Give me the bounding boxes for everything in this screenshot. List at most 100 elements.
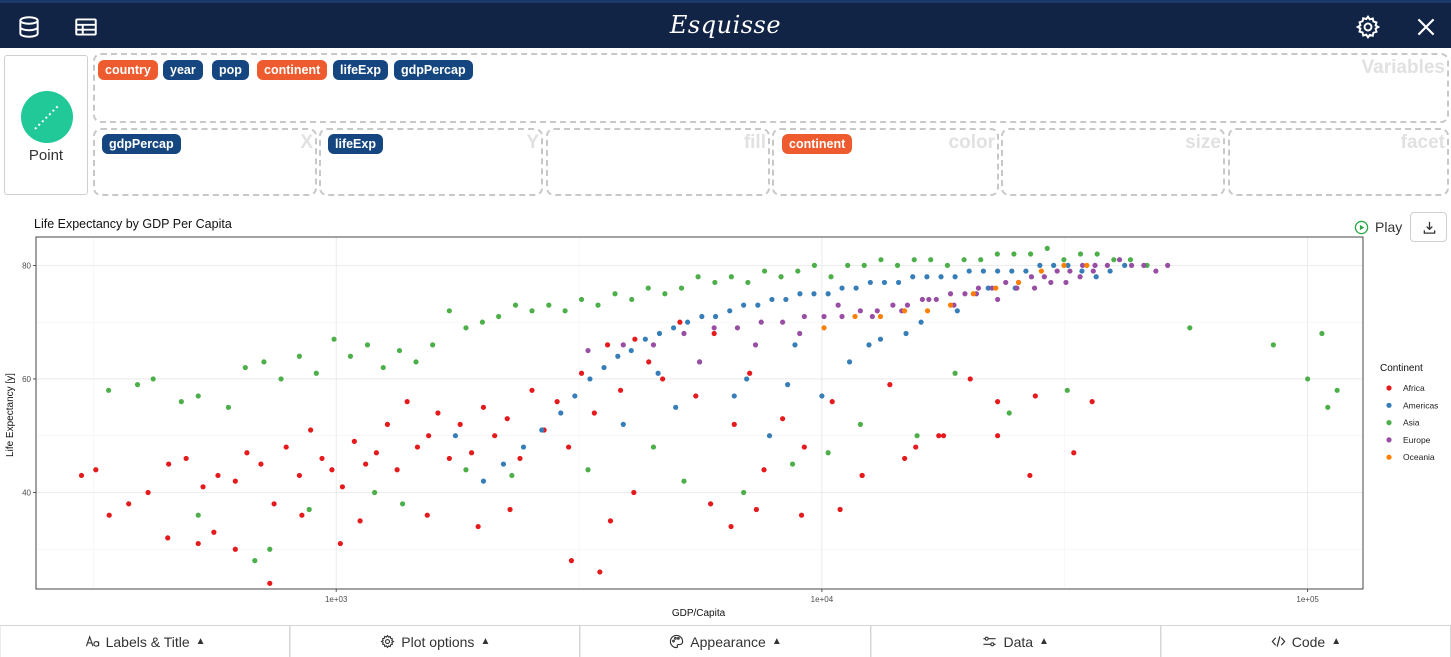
y-axis-title: Life Expectancy [y] <box>5 373 16 457</box>
data-point-asia <box>761 268 768 274</box>
data-point-africa <box>677 319 683 325</box>
color-dropzone[interactable]: color continent <box>772 128 999 196</box>
plot-title: Life Expectancy by GDP Per Capita <box>34 217 232 231</box>
data-point-americas <box>520 444 527 450</box>
data-point-europe <box>734 325 741 331</box>
variables-dropzone[interactable]: Variables country year pop continent lif… <box>93 53 1449 123</box>
size-dropzone[interactable]: size <box>1001 128 1225 196</box>
data-point-africa <box>708 501 714 507</box>
download-button[interactable] <box>1410 212 1447 242</box>
database-icon[interactable] <box>16 14 42 40</box>
data-point-americas <box>1107 268 1113 274</box>
gear-icon[interactable] <box>1355 14 1381 40</box>
data-point-europe <box>797 330 803 337</box>
data-point-americas <box>966 268 972 274</box>
data-point-oceania <box>1015 279 1022 286</box>
data-point-americas <box>881 279 888 286</box>
data-point-africa <box>1089 399 1095 405</box>
y-badge-lifeexp[interactable]: lifeExp <box>328 134 383 154</box>
data-point-europe <box>1003 279 1009 286</box>
data-point-africa <box>106 512 112 518</box>
data-point-asia <box>795 268 801 274</box>
data-point-europe <box>752 342 759 348</box>
data-point-asia <box>952 370 958 376</box>
data-point-oceania <box>1038 268 1044 274</box>
data-point-asia <box>857 421 863 427</box>
fill-dropzone[interactable]: fill <box>546 128 770 196</box>
legend-label-asia: Asia <box>1403 418 1420 428</box>
tab-labels-title[interactable]: Labels & Title ▲ <box>0 626 291 657</box>
data-point-americas <box>1037 262 1043 268</box>
data-point-europe <box>835 302 841 308</box>
variable-badge-pop[interactable]: pop <box>212 60 249 80</box>
data-point-africa <box>1032 393 1038 399</box>
data-point-africa <box>801 444 807 450</box>
data-point-africa <box>468 450 475 456</box>
data-point-africa <box>995 399 1001 405</box>
variable-badge-country[interactable]: country <box>98 60 158 80</box>
data-point-europe <box>947 291 954 297</box>
data-point-africa <box>200 484 206 490</box>
data-point-americas <box>500 461 507 467</box>
x-tick-label: 1e+04 <box>811 595 834 604</box>
data-point-asia <box>313 370 319 376</box>
data-point-asia <box>911 257 917 263</box>
data-point-europe <box>711 325 717 331</box>
data-point-asia <box>306 506 312 513</box>
tab-plot-options[interactable]: Plot options ▲ <box>290 626 581 657</box>
variable-badge-continent[interactable]: continent <box>257 60 328 80</box>
data-point-europe <box>975 285 982 291</box>
data-point-asia <box>778 274 784 280</box>
data-point-americas <box>1051 262 1057 268</box>
x-dropzone[interactable]: X gdpPercap <box>93 128 317 196</box>
color-badge-continent[interactable]: continent <box>782 134 853 154</box>
legend-label-oceania: Oceania <box>1403 452 1435 462</box>
data-point-europe <box>962 291 968 297</box>
data-point-africa <box>597 569 603 575</box>
fill-zone-label: fill <box>743 132 766 153</box>
data-point-europe <box>1104 262 1110 268</box>
variable-badge-gdppercap[interactable]: gdpPercap <box>394 60 473 80</box>
tab-code[interactable]: Code ▲ <box>1160 626 1451 657</box>
data-point-americas <box>995 268 1001 274</box>
table-icon[interactable] <box>73 14 99 40</box>
data-point-asia <box>479 319 485 325</box>
play-button[interactable]: Play <box>1354 219 1402 235</box>
variable-badge-lifeexp[interactable]: lifeExp <box>333 60 388 80</box>
play-label: Play <box>1375 219 1403 235</box>
y-zone-label: Y <box>526 132 539 153</box>
data-point-americas <box>866 342 872 348</box>
y-dropzone[interactable]: Y lifeExp <box>319 128 543 196</box>
data-point-asia <box>225 404 232 410</box>
palette-icon <box>670 634 684 649</box>
data-point-asia <box>1270 342 1276 348</box>
data-point-africa <box>475 523 481 530</box>
app-title: Esquisse <box>669 11 782 39</box>
data-point-asia <box>695 274 701 280</box>
geom-selector-button[interactable]: Point <box>4 55 88 195</box>
data-point-africa <box>492 433 498 439</box>
variable-badge-year[interactable]: year <box>163 60 203 80</box>
data-point-asia <box>195 393 201 399</box>
data-point-asia <box>178 399 184 405</box>
data-point-africa <box>902 455 908 462</box>
close-icon[interactable] <box>1413 14 1439 40</box>
x-badge-gdppercap[interactable]: gdpPercap <box>102 134 181 154</box>
data-point-americas <box>877 336 884 342</box>
geom-label: Point <box>28 147 64 164</box>
data-point-asia <box>1044 245 1050 251</box>
facet-dropzone[interactable]: facet <box>1228 128 1449 196</box>
data-point-asia <box>914 433 920 439</box>
data-point-africa <box>504 416 510 422</box>
data-point-africa <box>319 455 325 462</box>
data-point-asia <box>629 296 635 303</box>
data-point-americas <box>539 427 545 433</box>
data-point-africa <box>414 444 421 450</box>
data-point-europe <box>1028 274 1035 280</box>
data-point-americas <box>480 478 487 484</box>
caret-up-icon: ▲ <box>480 636 491 647</box>
tab-appearance[interactable]: Appearance ▲ <box>580 626 871 657</box>
data-point-africa <box>761 467 767 473</box>
tab-data[interactable]: Data ▲ <box>870 626 1161 657</box>
data-point-americas <box>615 353 621 359</box>
